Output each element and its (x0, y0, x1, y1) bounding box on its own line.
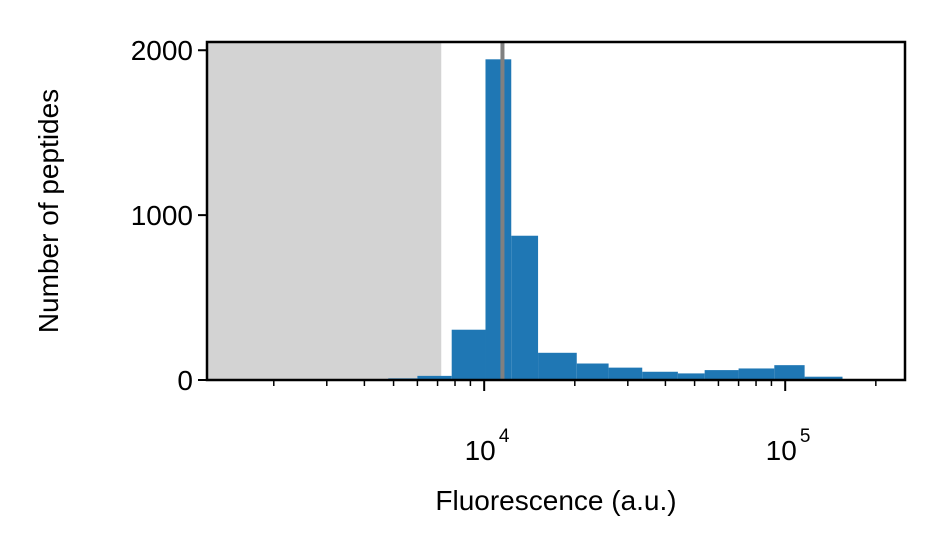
histogram-bar (485, 59, 512, 380)
axes-frame (205, 40, 907, 382)
x-tick-label: 10 (465, 435, 496, 466)
y-tick-label: 1000 (131, 200, 193, 231)
histogram-bar (804, 376, 843, 380)
histogram-bar (576, 363, 609, 380)
histogram-bar (608, 367, 643, 380)
histogram-bar (704, 370, 739, 380)
x-tick-exponent: 4 (499, 426, 510, 447)
y-tick-label: 2000 (131, 35, 193, 66)
x-tick-exponent: 5 (800, 426, 811, 447)
y-tick-label: 0 (177, 365, 193, 396)
shaded-region (207, 42, 442, 380)
histogram-bar (417, 375, 452, 380)
histogram-bar (451, 329, 486, 380)
y-axis-label: Number of peptides (33, 89, 64, 333)
histogram-bar (538, 352, 577, 380)
plot-area (207, 42, 883, 380)
x-tick-label: 10 (766, 435, 797, 466)
histogram-bar (511, 235, 539, 380)
histogram-bar (642, 371, 678, 380)
histogram-bar (774, 365, 805, 380)
histogram-bar (677, 373, 705, 380)
histogram-bar (738, 368, 775, 380)
x-axis-label: Fluorescence (a.u.) (435, 485, 676, 516)
